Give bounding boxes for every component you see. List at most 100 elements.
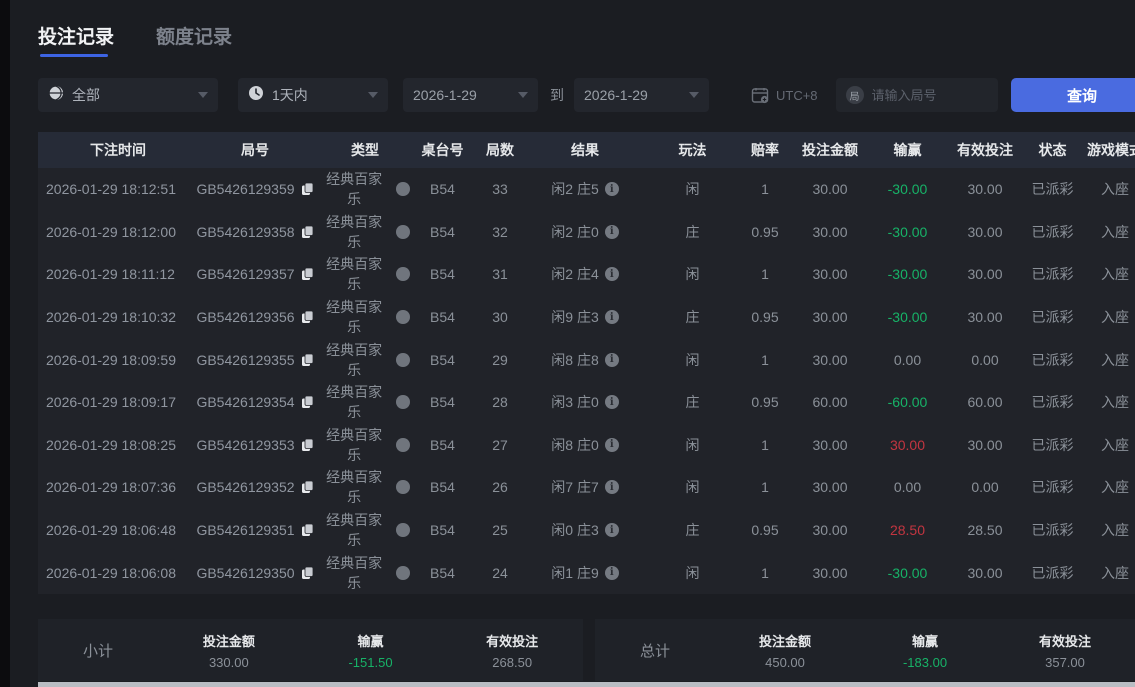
cell-type: 经典百家乐 [320,254,410,294]
cell-play: 闲 [685,351,700,368]
copy-icon[interactable] [301,480,314,494]
cell-valid-bet: 30.00 [967,309,1003,326]
copy-icon[interactable] [301,353,314,367]
query-button[interactable]: 查询 [1011,78,1135,112]
copy-icon[interactable] [301,395,314,409]
column-header: 游戏模式 [1087,142,1135,158]
cell-odds: 1 [761,351,769,368]
cell-result: 闲0 庄3 i [525,520,645,540]
cell-play: 闲 [685,181,700,198]
info-icon[interactable]: i [604,523,619,538]
table-row: 2026-01-29 18:08:25 GB5426129353 经典百家乐 B54 2… [38,424,1135,467]
column-header: 局号 [241,142,269,158]
cell-valid-bet: 30.00 [967,436,1003,453]
copy-icon[interactable] [301,225,314,239]
cell-winloss: 0.00 [893,479,922,496]
cell-result: 闲3 庄0 i [525,392,645,412]
info-icon[interactable]: i [604,352,619,367]
cell-time: 2026-01-29 18:11:12 [46,266,175,283]
table-row: 2026-01-29 18:12:51 GB5426129359 经典百家乐 B54 3… [38,168,1135,211]
table-row: 2026-01-29 18:07:36 GB5426129352 经典百家乐 B54 2… [38,466,1135,509]
info-icon[interactable]: i [604,395,619,410]
cell-game-no: GB5426129352 [190,479,320,495]
column-header: 赔率 [751,142,779,158]
copy-icon[interactable] [301,566,314,580]
time-range-dropdown[interactable]: 1天内 [238,78,388,112]
copy-icon[interactable] [301,523,314,537]
cell-type: 经典百家乐 [320,212,410,252]
cell-winloss: -60.00 [887,394,928,411]
category-dropdown[interactable]: 全部 [38,78,218,112]
cell-game-no: GB5426129350 [190,565,320,581]
cell-bet: 30.00 [812,351,848,368]
total-valid: 有效投注 357.00 [1038,633,1091,670]
game-type-icon [396,480,410,495]
cell-play: 闲 [685,564,700,581]
cell-odds: 0.95 [751,309,779,326]
subtotal-valid: 有效投注 268.50 [486,633,539,670]
game-type-icon [396,523,410,538]
info-icon[interactable]: i [604,480,619,495]
cell-status: 已派彩 [1031,522,1074,539]
table-row: 2026-01-29 18:11:12 GB5426129357 经典百家乐 B54 3… [38,253,1135,296]
info-icon[interactable]: i [604,310,619,325]
total-bet: 投注金额 450.00 [758,633,811,670]
tab-betting-records[interactable]: 投注记录 [38,22,114,57]
copy-icon[interactable] [301,182,314,196]
cell-play: 庄 [685,394,700,411]
column-header: 桌台号 [421,142,464,158]
cell-mode: 入座 [1101,266,1129,283]
cell-bet: 30.00 [812,223,848,240]
cell-table-no: B54 [430,351,455,368]
info-icon[interactable]: i [604,224,619,239]
copy-icon[interactable] [301,438,314,452]
cell-time: 2026-01-29 18:09:17 [46,394,176,411]
cell-status: 已派彩 [1031,479,1074,496]
column-header: 输赢 [893,142,922,158]
cell-mode: 入座 [1101,309,1129,326]
game-type-icon [396,267,410,282]
date-from-dropdown[interactable]: 2026-1-29 [403,78,538,112]
date-to-dropdown[interactable]: 2026-1-29 [574,78,709,112]
round-number-input[interactable] [871,87,982,103]
info-icon[interactable]: i [604,437,619,452]
cell-result: 闲7 庄7 i [525,477,645,497]
column-header: 结果 [571,142,599,158]
copy-icon[interactable] [301,267,314,281]
cell-game-no: GB5426129353 [190,437,320,453]
cell-type: 经典百家乐 [320,425,410,465]
cell-result: 闲9 庄3 i [525,307,645,327]
cell-valid-bet: 30.00 [967,223,1003,240]
cell-valid-bet: 30.00 [967,564,1003,581]
cell-round: 26 [492,479,508,496]
globe-icon [48,84,64,106]
category-value: 全部 [72,87,100,103]
round-badge-icon: 局 [845,86,864,104]
date-from-value: 2026-1-29 [413,87,477,103]
cell-round: 28 [492,394,508,411]
chevron-down-icon [689,92,699,98]
cell-time: 2026-01-29 18:06:48 [46,522,176,539]
cell-type: 经典百家乐 [320,297,410,337]
cell-odds: 1 [761,436,769,453]
cell-valid-bet: 0.00 [971,479,999,496]
cell-odds: 0.95 [751,223,779,240]
betting-records-table: 下注时间 局号 类型 桌台号 局数 结果 玩法 赔率 投注金额 输赢 有效投注 状态 游戏模式 2026… [38,132,1135,594]
cell-time: 2026-01-29 18:08:25 [46,436,176,453]
horizontal-scrollbar[interactable] [38,682,1135,687]
copy-icon[interactable] [301,310,314,324]
filter-bar: 全部 1天内 2026-1-29 到 2026-1-29 UTC+8 局 查询 [38,78,1135,112]
cell-play: 庄 [685,522,700,539]
info-icon[interactable]: i [604,565,619,580]
column-header: 投注金额 [802,142,858,158]
table-row: 2026-01-29 18:06:48 GB5426129351 经典百家乐 B54 2… [38,509,1135,552]
date-to-value: 2026-1-29 [584,87,648,103]
cell-time: 2026-01-29 18:12:00 [46,223,176,240]
info-icon[interactable]: i [604,182,619,197]
cell-table-no: B54 [430,266,455,283]
cell-valid-bet: 60.00 [967,394,1003,411]
column-header: 状态 [1038,142,1067,158]
info-icon[interactable]: i [604,267,619,282]
tab-quota-records[interactable]: 额度记录 [156,27,233,48]
cell-valid-bet: 30.00 [967,266,1003,283]
